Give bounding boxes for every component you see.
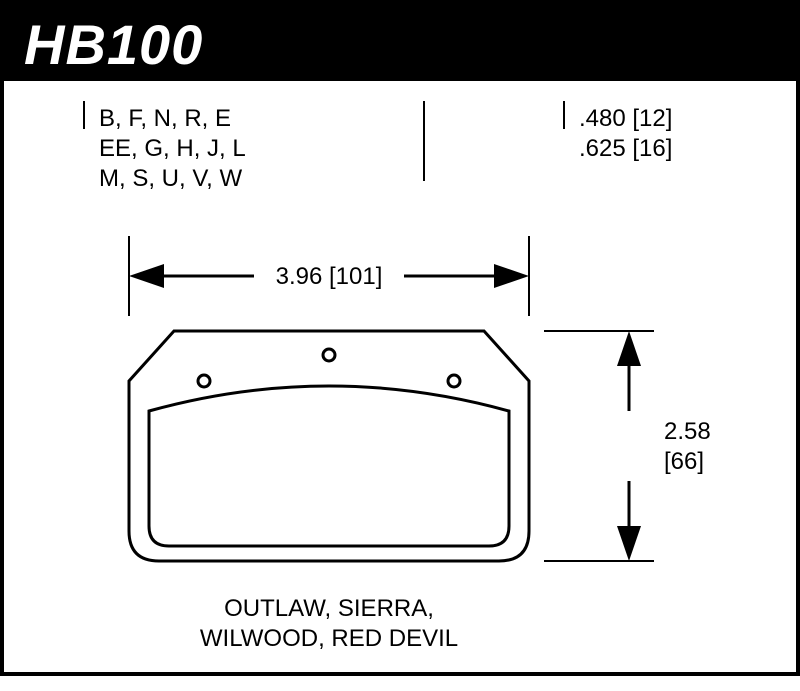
- diagram-container: B, F, N, R, E EE, G, H, J, L M, S, U, V,…: [0, 81, 800, 676]
- applications-line1: OUTLAW, SIERRA,: [224, 595, 434, 622]
- height-mm-value: [66]: [664, 448, 704, 475]
- thickness-line2: .625 [16]: [579, 135, 672, 162]
- compounds-line3: M, S, U, V, W: [99, 165, 242, 192]
- height-dimension: 2.58 [66]: [544, 331, 711, 561]
- height-in-value: 2.58: [664, 418, 711, 445]
- thickness-line1: .480 [12]: [579, 105, 672, 132]
- part-number: HB100: [24, 12, 776, 77]
- spec-diagram: B, F, N, R, E EE, G, H, J, L M, S, U, V,…: [4, 81, 796, 672]
- brake-pad-shape: [129, 331, 529, 561]
- width-dimension: 3.96 [101]: [129, 236, 529, 316]
- compounds-line1: B, F, N, R, E: [99, 105, 231, 132]
- width-value: 3.96 [101]: [276, 263, 383, 290]
- header-bar: HB100: [0, 0, 800, 81]
- compounds-line2: EE, G, H, J, L: [99, 135, 246, 162]
- applications-line2: WILWOOD, RED DEVIL: [200, 625, 458, 652]
